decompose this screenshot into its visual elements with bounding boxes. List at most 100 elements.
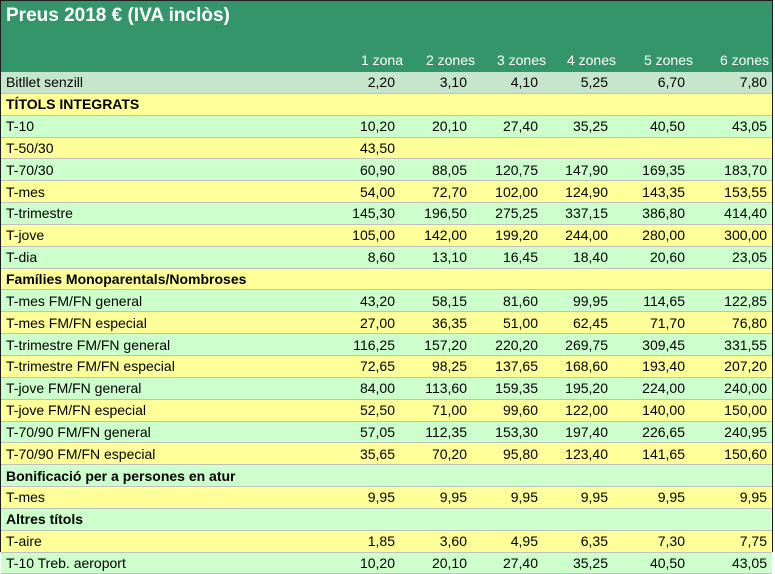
- table-row: T-70/90 FM/FN general 57,05 112,35 153,30 19…: [1, 421, 772, 444]
- table-title: Preus 2018 € (IVA inclòs): [6, 5, 230, 26]
- empty-cell: [690, 508, 772, 531]
- row-label: T-70/30: [1, 158, 325, 182]
- empty-cell: [690, 268, 772, 291]
- price-cell: 331,55: [690, 333, 772, 356]
- price-cell: 150,60: [690, 442, 772, 466]
- empty-cell: [472, 464, 543, 488]
- table-row: T-trimestre 145,30 196,50 275,25 337,15 386,8…: [1, 202, 772, 225]
- table-row: T-50/30 43,50: [1, 137, 772, 160]
- price-cell: 40,50: [613, 552, 690, 574]
- price-cell: 60,90: [325, 158, 400, 182]
- fare-table: Bitllet senzill 2,20 3,10 4,10 5,25 6,70 7,80 T…: [1, 72, 772, 574]
- price-cell: 147,90: [543, 158, 613, 182]
- price-cell: 337,15: [543, 202, 613, 225]
- empty-cell: [325, 508, 400, 531]
- price-cell: 51,00: [472, 311, 543, 335]
- price-cell: 207,20: [690, 355, 772, 378]
- empty-cell: [690, 93, 772, 116]
- price-cell: 20,10: [400, 115, 472, 138]
- price-cell: 16,45: [472, 246, 543, 269]
- price-cell: 1,85: [325, 530, 400, 553]
- empty-cell: [543, 268, 613, 291]
- row-label: T-mes: [1, 180, 325, 204]
- price-cell: 114,65: [613, 289, 690, 313]
- price-cell: 197,40: [543, 421, 613, 444]
- row-label: T-70/90 FM/FN especial: [1, 442, 325, 466]
- row-label: T-trimestre FM/FN general: [1, 333, 325, 356]
- price-cell: 43,20: [325, 289, 400, 313]
- price-cell: 54,00: [325, 180, 400, 204]
- row-label: Bitllet senzill: [1, 72, 325, 94]
- price-cell: 7,30: [613, 530, 690, 553]
- price-cell: 81,60: [472, 289, 543, 313]
- price-cell: [543, 137, 613, 160]
- row-label: T-aire: [1, 530, 325, 553]
- price-cell: 20,10: [400, 552, 472, 574]
- price-cell: 9,95: [543, 486, 613, 509]
- header-bar: Preus 2018 € (IVA inclòs) 1 zona 2 zones…: [1, 1, 772, 72]
- price-cell: [613, 137, 690, 160]
- empty-cell: [690, 464, 772, 488]
- price-cell: 386,80: [613, 202, 690, 225]
- empty-cell: [325, 268, 400, 291]
- price-cell: 137,65: [472, 355, 543, 378]
- price-cell: 183,70: [690, 158, 772, 182]
- empty-cell: [472, 508, 543, 531]
- price-cell: 71,00: [400, 399, 472, 422]
- price-cell: 43,05: [690, 115, 772, 138]
- column-header-4-zones: 4 zones: [566, 52, 616, 68]
- row-label: T-mes: [1, 486, 325, 509]
- price-cell: 35,25: [543, 115, 613, 138]
- price-cell: 3,10: [400, 72, 472, 94]
- table-row: T-trimestre FM/FN especial 72,65 98,25 137,…: [1, 355, 772, 378]
- table-row: Bitllet senzill 2,20 3,10 4,10 5,25 6,70 7,80: [1, 72, 772, 94]
- price-cell: 168,60: [543, 355, 613, 378]
- empty-cell: [613, 464, 690, 488]
- price-cell: 76,80: [690, 311, 772, 335]
- price-cell: 220,20: [472, 333, 543, 356]
- price-cell: 159,35: [472, 377, 543, 400]
- price-cell: 150,00: [690, 399, 772, 422]
- price-cell: 43,50: [325, 137, 400, 160]
- row-label: T-mes FM/FN general: [1, 289, 325, 313]
- price-cell: 280,00: [613, 224, 690, 247]
- price-cell: 240,95: [690, 421, 772, 444]
- price-cell: 7,75: [690, 530, 772, 553]
- price-cell: [400, 137, 472, 160]
- table-row: T-mes 9,95 9,95 9,95 9,95 9,95 9,95: [1, 486, 772, 509]
- price-cell: 43,05: [690, 552, 772, 574]
- price-cell: 99,95: [543, 289, 613, 313]
- price-cell: 57,05: [325, 421, 400, 444]
- price-cell: 3,60: [400, 530, 472, 553]
- empty-cell: [400, 464, 472, 488]
- price-cell: 309,45: [613, 333, 690, 356]
- empty-cell: [325, 93, 400, 116]
- table-row: T-10 10,20 20,10 27,40 35,25 40,50 43,05: [1, 115, 772, 138]
- section-label: TÍTOLS INTEGRATS: [1, 93, 325, 116]
- table-row: T-jove FM/FN general 84,00 113,60 159,35 195…: [1, 377, 772, 400]
- row-label: T-mes FM/FN especial: [1, 311, 325, 335]
- price-cell: 122,00: [543, 399, 613, 422]
- price-cell: 23,05: [690, 246, 772, 269]
- price-cell: 6,35: [543, 530, 613, 553]
- empty-cell: [543, 93, 613, 116]
- empty-cell: [543, 508, 613, 531]
- price-cell: 71,70: [613, 311, 690, 335]
- table-row: T-mes FM/FN especial 27,00 36,35 51,00 62,45…: [1, 311, 772, 335]
- row-label: T-jove: [1, 224, 325, 247]
- price-cell: 300,00: [690, 224, 772, 247]
- price-cell: 62,45: [543, 311, 613, 335]
- price-cell: 224,00: [613, 377, 690, 400]
- price-cell: 36,35: [400, 311, 472, 335]
- section-header-row: Famílies Monoparentals/Nombroses: [1, 268, 772, 291]
- empty-cell: [472, 268, 543, 291]
- price-cell: 58,15: [400, 289, 472, 313]
- row-label: T-jove FM/FN general: [1, 377, 325, 400]
- price-cell: 35,25: [543, 552, 613, 574]
- price-cell: 10,20: [325, 115, 400, 138]
- price-cell: 9,95: [325, 486, 400, 509]
- price-cell: 153,55: [690, 180, 772, 204]
- price-cell: 196,50: [400, 202, 472, 225]
- price-cell: 35,65: [325, 442, 400, 466]
- price-cell: 141,65: [613, 442, 690, 466]
